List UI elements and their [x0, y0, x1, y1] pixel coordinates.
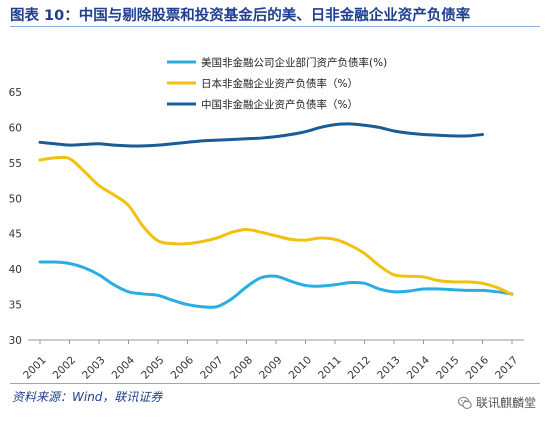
legend-item-us: 美国非金融公司企业部门资产负债率(%) [167, 56, 387, 69]
x-axis: 2001 2002 2003 2004 2005 2006 2007 2008 2009 2010… [21, 339, 524, 382]
y-axis: 30 35 40 45 50 55 60 65 [9, 87, 22, 347]
x-tick-label: 2006 [169, 354, 197, 382]
x-tick-label: 2008 [228, 354, 255, 381]
china-series-line [38, 122, 484, 148]
x-tick-label: 2009 [257, 354, 284, 381]
title-divider [10, 26, 540, 27]
x-tick-label: 2015 [434, 354, 461, 381]
x-tick-label: 2017 [493, 354, 520, 381]
watermark-text: 联讯麒麟堂 [475, 396, 536, 410]
y-tick-label: 60 [9, 122, 22, 134]
x-tick-label: 2011 [316, 354, 343, 381]
x-tick-label: 2003 [80, 354, 107, 381]
x-tick-label: 2005 [139, 354, 166, 381]
x-tick-label: 2013 [375, 354, 402, 381]
y-tick-label: 65 [9, 87, 22, 99]
wechat-icon [457, 396, 472, 409]
y-tick-label: 55 [9, 158, 22, 170]
legend-label: 日本非金融企业资产负债率（%） [201, 77, 358, 90]
footer-divider [10, 383, 540, 384]
legend-label: 美国非金融公司企业部门资产负债率(%) [201, 56, 387, 69]
us-series-line [38, 260, 514, 309]
x-tick-label: 2007 [198, 354, 225, 381]
watermark: 联讯麒麟堂 [457, 394, 536, 411]
legend-item-china: 中国非金融企业资产负债率（%） [167, 98, 358, 111]
legend: 美国非金融公司企业部门资产负债率(%) 日本非金融企业资产负债率（%） 中国非金融企… [167, 56, 387, 111]
y-tick-label: 30 [9, 335, 22, 347]
chart-title: 图表 10：中国与剔除股票和投资基金后的美、日非金融企业资产负债率 [10, 8, 471, 24]
y-tick-label: 45 [9, 229, 22, 241]
y-tick-label: 35 [9, 300, 22, 312]
legend-label: 中国非金融企业资产负债率（%） [201, 98, 358, 111]
y-tick-label: 50 [9, 193, 22, 205]
x-tick-label: 2002 [51, 354, 78, 381]
x-tick-label: 2004 [110, 354, 138, 382]
japan-series-line [38, 155, 514, 297]
x-tick-label: 2012 [346, 354, 373, 381]
x-tick-label: 2014 [405, 354, 433, 382]
source-note: 资料来源：Wind，联讯证券 [12, 390, 163, 404]
legend-item-japan: 日本非金融企业资产负债率（%） [167, 77, 358, 90]
x-tick-label: 2016 [464, 354, 492, 382]
x-tick-label: 2001 [21, 354, 48, 381]
x-tick-label: 2010 [287, 354, 314, 381]
y-tick-label: 40 [9, 264, 22, 276]
series-layer [38, 122, 514, 309]
